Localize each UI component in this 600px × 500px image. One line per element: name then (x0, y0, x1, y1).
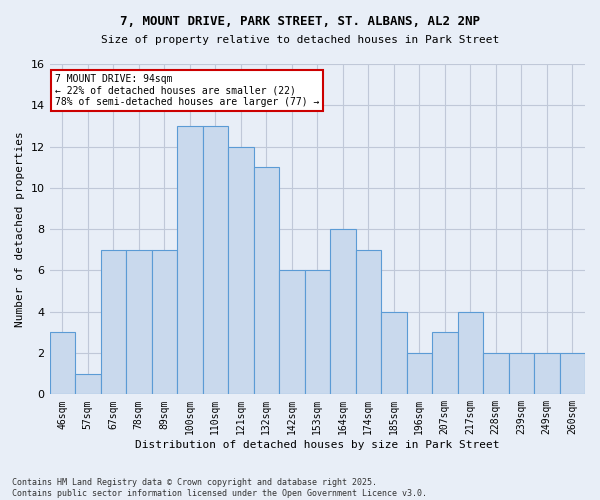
Bar (330, 229, 356, 394)
Bar (126, 250, 152, 394)
Bar (101, 250, 126, 394)
Bar (356, 250, 381, 394)
Y-axis label: Number of detached properties: Number of detached properties (15, 132, 25, 327)
Bar (254, 167, 279, 394)
Bar (407, 353, 432, 395)
Bar (203, 126, 228, 394)
Bar (483, 353, 509, 395)
Bar (75, 374, 101, 394)
Bar (534, 353, 560, 395)
Bar (177, 126, 203, 394)
Bar (305, 270, 330, 394)
Bar (381, 312, 407, 394)
Text: 7, MOUNT DRIVE, PARK STREET, ST. ALBANS, AL2 2NP: 7, MOUNT DRIVE, PARK STREET, ST. ALBANS,… (120, 15, 480, 28)
Bar (509, 353, 534, 395)
Bar (458, 312, 483, 394)
Bar (560, 353, 585, 395)
X-axis label: Distribution of detached houses by size in Park Street: Distribution of detached houses by size … (135, 440, 500, 450)
Text: 7 MOUNT DRIVE: 94sqm
← 22% of detached houses are smaller (22)
78% of semi-detac: 7 MOUNT DRIVE: 94sqm ← 22% of detached h… (55, 74, 319, 107)
Bar (50, 332, 75, 394)
Bar (432, 332, 458, 394)
Bar (228, 146, 254, 394)
Bar (279, 270, 305, 394)
Bar (152, 250, 177, 394)
Text: Contains HM Land Registry data © Crown copyright and database right 2025.
Contai: Contains HM Land Registry data © Crown c… (12, 478, 427, 498)
Text: Size of property relative to detached houses in Park Street: Size of property relative to detached ho… (101, 35, 499, 45)
